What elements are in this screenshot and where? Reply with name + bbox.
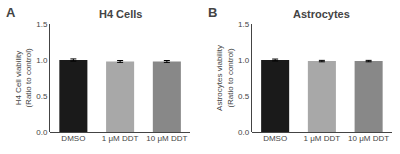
svg-text:0.0: 0.0 [36, 128, 48, 137]
svg-text:1 μM DDT: 1 μM DDT [102, 134, 139, 143]
svg-text:0.5: 0.5 [238, 92, 250, 101]
svg-text:DMSO: DMSO [61, 134, 85, 143]
svg-text:1.5: 1.5 [36, 20, 48, 29]
svg-text:H4 Cell viability(Ratio to con: H4 Cell viability(Ratio to control) [14, 48, 33, 107]
svg-text:B: B [208, 5, 217, 20]
svg-text:H4 Cells: H4 Cells [99, 8, 142, 20]
svg-text:10 μM DDT: 10 μM DDT [146, 134, 187, 143]
svg-text:A: A [6, 5, 16, 20]
svg-text:0.0: 0.0 [238, 128, 250, 137]
svg-text:0.5: 0.5 [36, 92, 48, 101]
svg-text:1 μM DDT: 1 μM DDT [304, 134, 341, 143]
svg-text:DMSO: DMSO [263, 134, 287, 143]
svg-text:Astrocytes viability(Ratio to: Astrocytes viability(Ratio to control) [215, 45, 234, 111]
svg-text:1.0: 1.0 [238, 56, 250, 65]
svg-text:1.5: 1.5 [238, 20, 250, 29]
svg-text:10 μM DDT: 10 μM DDT [348, 134, 389, 143]
svg-text:Astrocytes: Astrocytes [293, 8, 350, 20]
svg-text:1.0: 1.0 [36, 56, 48, 65]
